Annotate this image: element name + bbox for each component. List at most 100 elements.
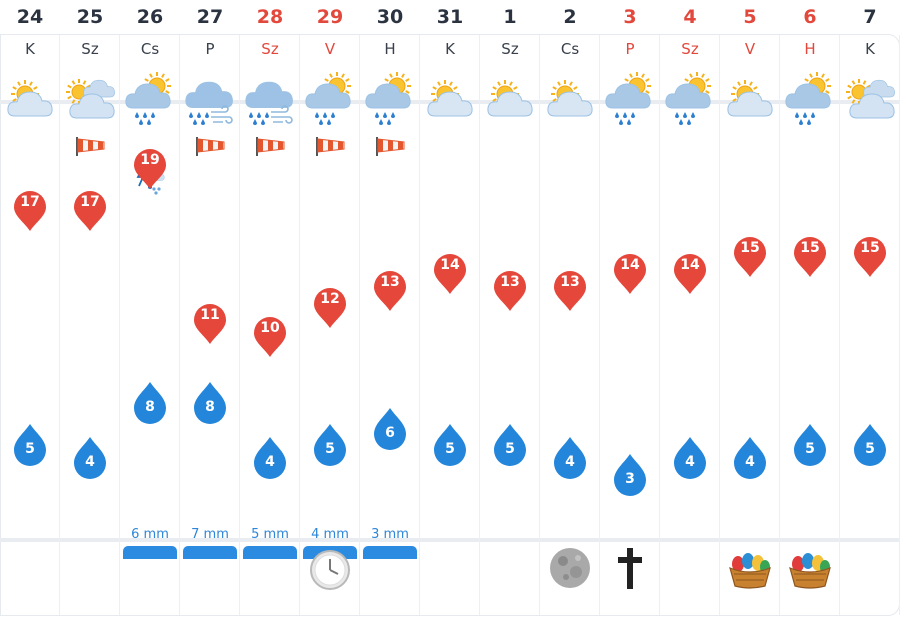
windsock-icon [254,135,286,157]
column-divider [539,35,540,615]
column-divider [659,35,660,615]
sun-rain-cloud-icon [665,72,715,128]
low-temp-drop: 4 [72,436,108,480]
high-temp-value: 12 [320,290,340,307]
day-name: Cs [560,40,580,58]
sun-rain-cloud-icon [785,72,835,128]
day-date: 7 [863,6,877,28]
high-temp-value: 17 [80,194,100,210]
day-column[interactable]: 24 K 17 5 [0,6,60,615]
events-divider [0,538,900,542]
low-temp-drop: 4 [732,436,768,480]
day-column[interactable]: 6 H 15 5 [780,6,840,615]
day-name: Sz [81,40,99,58]
high-temp-value: 19 [140,152,160,168]
cloudy-sun-icon [845,72,895,128]
high-temp-pin: 17 [12,188,48,232]
high-temp-pin: 14 [432,251,468,295]
low-temp-drop: 4 [252,436,288,480]
low-temp-drop: 8 [192,381,228,425]
sun-rain-cloud-icon [365,72,415,128]
high-temp-pin: 14 [612,251,648,295]
day-date: 27 [196,6,224,28]
day-column[interactable]: 3 P 14 3 [600,6,660,615]
column-divider [419,35,420,615]
low-temp-value: 5 [805,441,815,458]
low-temp-drop: 5 [792,423,828,467]
day-column[interactable]: 1 Sz 13 5 [480,6,540,615]
high-temp-pin: 15 [852,234,888,278]
sun-rain-cloud-icon [605,72,655,128]
high-temp-value: 15 [800,240,820,257]
day-name: P [205,40,215,58]
low-temp-value: 4 [685,454,695,470]
day-column[interactable]: 28 Sz 10 4 5 mm [240,6,300,615]
day-name: V [744,40,756,58]
clock-icon [308,546,352,590]
day-date: 30 [376,6,404,28]
precip-bar [123,546,177,559]
full-moon-icon [548,546,592,590]
sun-rain-cloud-icon [305,72,355,128]
column-divider [239,35,240,615]
day-name: H [804,40,816,58]
low-temp-value: 4 [85,454,95,470]
windsock-icon [74,135,106,157]
low-temp-drop: 4 [552,436,588,480]
day-column[interactable]: 27 P 11 8 7 mm [180,6,240,615]
day-column[interactable]: 7 K 15 5 [840,6,900,615]
day-name: H [384,40,396,58]
high-temp-value: 10 [260,320,280,336]
low-temp-value: 4 [265,454,275,470]
partly-cloudy-icon [425,72,475,128]
low-temp-drop: 6 [372,407,408,451]
high-temp-value: 13 [500,273,520,290]
day-column[interactable]: 2 Cs 13 4 [540,6,600,615]
low-temp-drop: 8 [132,381,168,425]
day-name: K [445,40,455,58]
high-temp-pin: 13 [492,268,528,312]
easter-basket-icon [788,546,832,590]
day-name: Cs [140,40,160,58]
day-name: P [625,40,635,58]
low-temp-drop: 5 [12,423,48,467]
day-column[interactable]: 30 H 13 6 3 mm [360,6,420,615]
day-column[interactable]: 4 Sz 14 4 [660,6,720,615]
day-column[interactable]: 31 K 14 5 [420,6,480,615]
low-temp-drop: 4 [672,436,708,480]
high-temp-pin: 13 [552,268,588,312]
column-divider [899,35,900,615]
day-column[interactable]: 29 V 12 5 4 mm [300,6,360,615]
high-temp-pin: 15 [792,234,828,278]
windsock-icon [314,135,346,157]
precip-amount: 5 mm [251,527,289,542]
column-divider [179,35,180,615]
high-temp-value: 14 [440,257,460,273]
easter-basket-icon [728,546,772,590]
column-divider [359,35,360,615]
low-temp-value: 5 [445,441,455,458]
column-divider [839,35,840,615]
rain-wind-cloud-icon [185,72,235,128]
day-column[interactable]: 25 Sz 17 4 [60,6,120,615]
high-temp-pin: 10 [252,314,288,358]
column-divider [599,35,600,615]
high-temp-value: 17 [20,194,40,210]
column-divider [299,35,300,615]
windsock-icon [194,135,226,157]
precip-amount: 3 mm [371,527,409,542]
high-temp-value: 11 [200,307,220,324]
low-temp-value: 6 [385,424,395,441]
low-temp-value: 5 [505,441,515,458]
high-temp-pin: 14 [672,251,708,295]
low-temp-value: 4 [745,454,755,470]
day-column[interactable]: 26 Cs 19 8 6 mm [120,6,180,615]
cloudy-sun-icon [65,72,115,128]
low-temp-value: 8 [205,399,215,416]
day-date: 2 [563,6,577,28]
windsock-icon [374,135,406,157]
sun-rain-cloud-icon [125,72,175,128]
cross-icon [608,546,652,590]
day-column[interactable]: 5 V 15 4 [720,6,780,615]
day-date: 26 [136,6,164,28]
